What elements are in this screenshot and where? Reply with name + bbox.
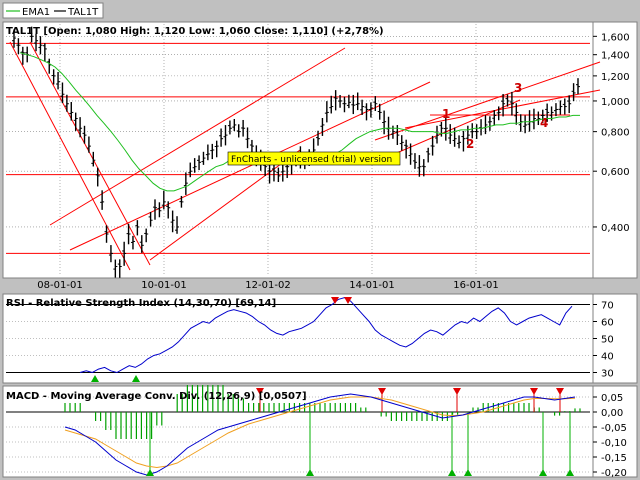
macd-buy-marker: [464, 469, 472, 476]
rsi-buy-marker: [132, 375, 140, 382]
watermark-box: [227, 151, 401, 166]
macd-panel: 0,05 0,00 -0,05 -0,10 -0,15 -0,20 MACD - Movi…: [2, 385, 638, 479]
rsi-y-tick-label: 60: [601, 318, 614, 329]
price-panel: 1,600 1,400 1,200 1,000 0,800 0,600 0,400 08-0…: [2, 21, 638, 291]
price-y-tick-label: 0,400: [601, 223, 630, 234]
macd-sell-marker: [256, 388, 264, 395]
rsi-header: RSI - Relative Strength Index (14,30,70)…: [6, 298, 276, 309]
price-y-tick-label: 1,600: [601, 32, 630, 43]
legend-ema-label: EMA1: [22, 7, 50, 18]
macd-signal-markers: [146, 388, 574, 476]
price-trend-line: [49, 47, 346, 226]
watermark-text: FnCharts - unlicensed (trial) version: [231, 155, 392, 165]
rsi-signal-markers: [91, 297, 352, 382]
price-y-axis: 1,600 1,400 1,200 1,000 0,800 0,600 0,400: [593, 32, 630, 234]
macd-y-tick-label: -0,10: [601, 438, 627, 449]
macd-header: MACD - Moving Average Conv. Div. (12,26,…: [6, 391, 307, 402]
macd-signal-line: [64, 396, 576, 469]
macd-sell-marker: [556, 388, 564, 395]
macd-y-tick-label: -0,05: [601, 423, 627, 434]
rsi-buy-marker: [91, 375, 99, 382]
rsi-grid: [6, 304, 590, 373]
macd-buy-marker: [306, 469, 314, 476]
price-y-tick-label: 1,000: [601, 97, 630, 108]
price-x-tick-label: 12-01-02: [245, 280, 290, 291]
price-bars: [12, 26, 580, 278]
legend: EMA1 TAL1T: [2, 2, 104, 19]
price-x-tick-label: 16-01-01: [453, 280, 498, 291]
macd-y-tick-label: 0,00: [601, 408, 623, 419]
price-x-tick-label: 08-01-01: [37, 280, 82, 291]
price-trend-line: [149, 149, 301, 261]
macd-y-tick-label: 0,05: [601, 393, 623, 404]
macd-buy-marker: [146, 469, 154, 476]
macd-sell-marker: [453, 388, 461, 395]
price-y-tick-label: 0,600: [601, 167, 630, 178]
rsi-sell-marker: [344, 297, 352, 304]
price-y-tick-label: 0,800: [601, 128, 630, 139]
rsi-y-axis: 70 60 50 40 30: [593, 301, 614, 380]
macd-buy-marker: [566, 469, 574, 476]
legend-price-label: TAL1T: [67, 7, 99, 18]
macd-sell-marker: [378, 388, 386, 395]
macd-sell-marker: [530, 388, 538, 395]
price-x-tick-label: 14-01-01: [349, 280, 394, 291]
wave-label-4: 4: [540, 116, 548, 130]
price-x-tick-label: 10-01-01: [141, 280, 186, 291]
price-y-tick-label: 1,400: [601, 51, 630, 62]
price-trend-line: [9, 41, 131, 271]
rsi-sell-marker: [331, 297, 339, 304]
wave-label-3: 3: [514, 81, 522, 95]
rsi-panel: 70 60 50 40 30 RSI - Relative Strength Index…: [2, 293, 638, 384]
macd-signal-lines: [149, 389, 571, 475]
rsi-y-tick-label: 50: [601, 335, 614, 346]
macd-y-axis: 0,05 0,00 -0,05 -0,10 -0,15 -0,20: [593, 393, 627, 479]
rsi-y-tick-label: 40: [601, 352, 614, 363]
wave-label-2: 2: [466, 137, 474, 151]
rsi-y-tick-label: 30: [601, 369, 614, 380]
wave-label-1: 1: [442, 107, 450, 121]
price-x-axis: 08-01-01 10-01-01 12-01-02 14-01-01 16-01-01: [37, 280, 498, 291]
macd-y-tick-label: -0,15: [601, 453, 627, 464]
rsi-line: [79, 297, 573, 374]
wave-labels: 1 2 3 4: [442, 81, 548, 151]
price-header: TAL1T [Open: 1,080 High: 1,120 Low: 1,06…: [6, 26, 384, 37]
price-y-tick-label: 1,200: [601, 72, 630, 83]
price-trend-line: [29, 41, 151, 266]
macd-buy-marker: [448, 469, 456, 476]
price-support-resistance-lines: [6, 42, 590, 254]
macd-buy-marker: [539, 469, 547, 476]
macd-grid: [6, 396, 590, 473]
macd-histogram: [64, 385, 581, 439]
macd-y-tick-label: -0,20: [601, 468, 627, 479]
rsi-y-tick-label: 70: [601, 301, 614, 312]
